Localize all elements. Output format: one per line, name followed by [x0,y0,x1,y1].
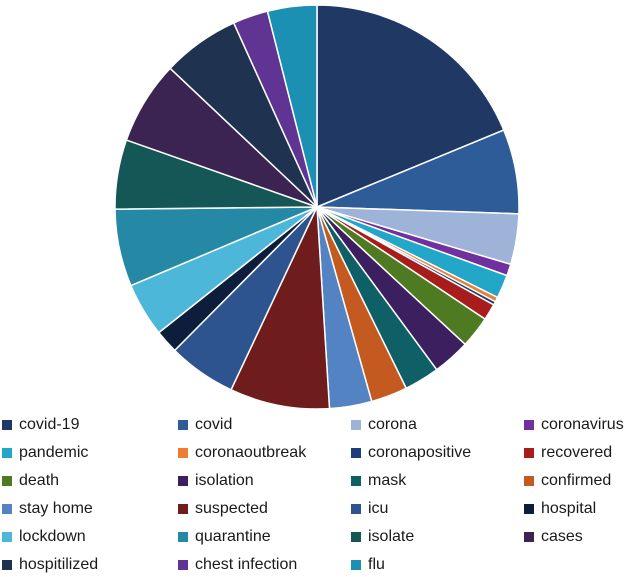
legend-label: hospitilized [19,556,99,573]
legend-item: hospitilized [2,554,98,576]
legend-swatch [351,504,361,514]
legend-label: coronapositive [368,444,472,461]
legend-item: chest infection [178,554,297,576]
legend-label: isolation [195,472,254,489]
legend-item: pandemic [2,442,88,464]
legend-item: icu [351,498,388,520]
legend-swatch [178,532,188,542]
legend-swatch [2,448,12,458]
legend-label: icu [368,500,389,517]
legend-item: suspected [178,498,268,520]
legend-item: confirmed [524,470,611,492]
legend-item: covid [178,414,232,436]
legend-swatch [524,504,534,514]
legend-item: coronaoutbreak [178,442,306,464]
legend-label: chest infection [195,556,298,573]
legend-label: hospital [541,500,597,517]
legend-label: death [19,472,60,489]
legend-label: flu [368,556,385,573]
legend-item: quarantine [178,526,271,548]
legend-item: stay home [2,498,93,520]
legend-swatch [178,476,188,486]
legend-swatch [351,560,361,570]
legend-label: quarantine [195,528,271,545]
legend-item: death [2,470,59,492]
pie-chart [114,4,520,410]
legend-label: covid-19 [19,416,80,433]
legend-swatch [178,448,188,458]
legend-label: corona [368,416,417,433]
pie-slice-flu [266,4,318,208]
legend-label: stay home [19,500,93,517]
legend-label: covid [195,416,233,433]
legend-item: coronapositive [351,442,471,464]
legend-label: confirmed [541,472,612,489]
legend-label: isolate [368,528,415,545]
legend-item: covid-19 [2,414,79,436]
legend-label: coronavirus [541,416,624,433]
pie-slice-covid-19 [316,4,505,209]
legend-swatch [351,420,361,430]
legend-swatch [351,448,361,458]
legend-swatch [178,420,188,430]
legend-swatch [524,448,534,458]
legend-label: coronaoutbreak [195,444,307,461]
legend-swatch [178,560,188,570]
legend-swatch [2,560,12,570]
legend-label: mask [368,472,407,489]
legend-swatch [351,476,361,486]
legend-item: flu [351,554,385,576]
legend-item: mask [351,470,406,492]
legend-swatch [524,420,534,430]
legend-item: hospital [524,498,596,520]
legend-swatch [2,532,12,542]
legend-item: lockdown [2,526,86,548]
legend-label: recovered [541,444,613,461]
legend-swatch [2,476,12,486]
legend-item: isolate [351,526,414,548]
legend-swatch [351,532,361,542]
legend-swatch [2,504,12,514]
legend-label: lockdown [19,528,86,545]
legend-label: cases [541,528,583,545]
legend-swatch [178,504,188,514]
legend-item: isolation [178,470,254,492]
legend-item: cases [524,526,583,548]
legend-label: suspected [195,500,268,517]
legend-label: pandemic [19,444,89,461]
legend-item: recovered [524,442,612,464]
legend-item: coronavirus [524,414,624,436]
legend-swatch [2,420,12,430]
legend-swatch [524,476,534,486]
legend-swatch [524,532,534,542]
pie-slice-suspected [230,206,331,410]
legend-item: corona [351,414,417,436]
